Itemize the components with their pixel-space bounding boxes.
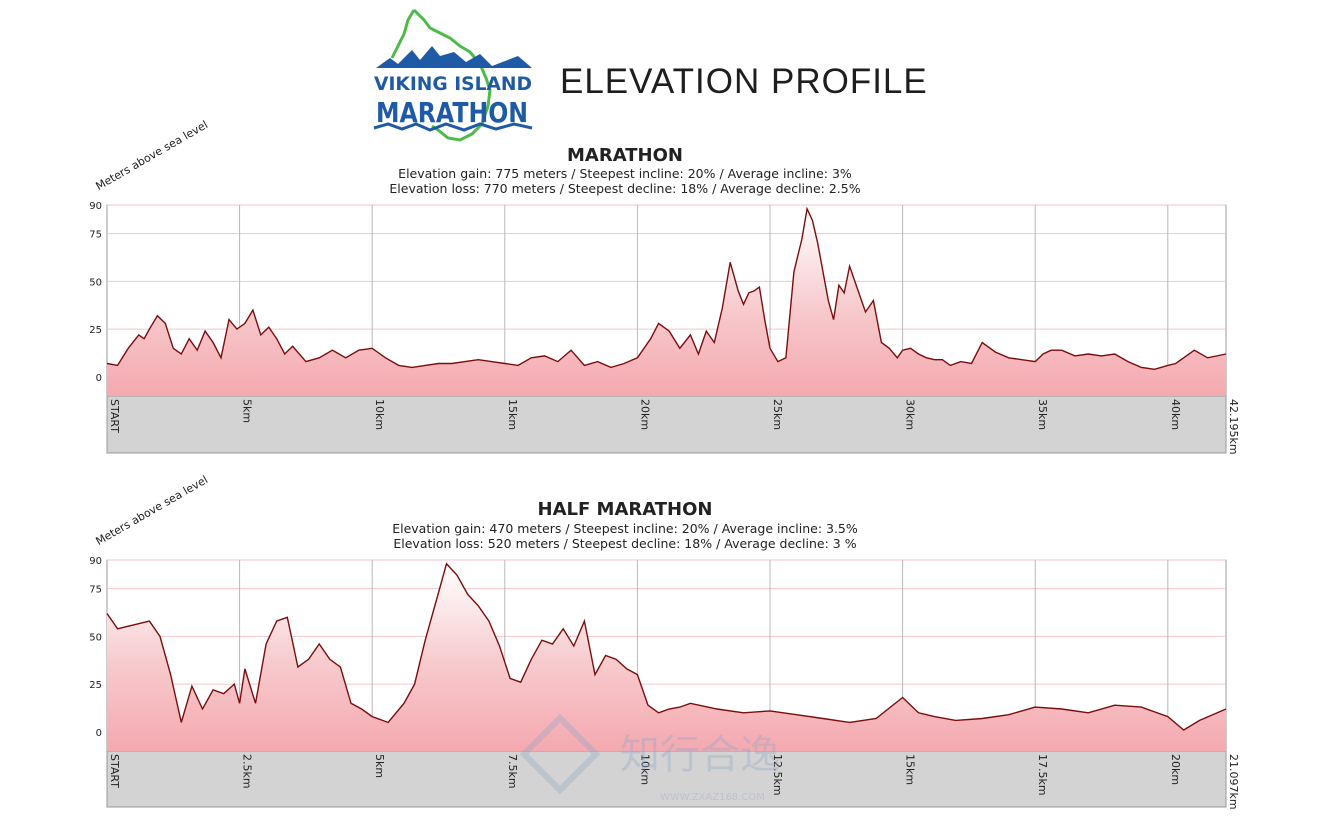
x-tick-label: 20km xyxy=(638,399,651,430)
elevation-area xyxy=(107,563,1226,751)
x-tick-label: 15km xyxy=(506,399,519,430)
y-tick-label: 0 xyxy=(96,728,102,739)
chart-gain-line: Elevation gain: 775 meters / Steepest in… xyxy=(398,166,852,181)
x-tick-label: 15km xyxy=(904,754,917,785)
x-tick-label: START xyxy=(108,754,121,788)
y-tick-label: 50 xyxy=(89,277,102,288)
x-tick-label: 5km xyxy=(241,399,254,423)
y-tick-label: 90 xyxy=(89,556,102,567)
elevation-area xyxy=(107,208,1226,396)
viking-island-marathon-logo: VIKING ISLAND MARATHON xyxy=(373,8,533,142)
chart-loss-line: Elevation loss: 770 meters / Steepest de… xyxy=(389,181,861,196)
elevation-line xyxy=(106,562,1227,731)
x-tick-label: 12.5km xyxy=(771,754,784,796)
logo-line2: MARATHON xyxy=(376,96,528,129)
logo-line1: VIKING ISLAND xyxy=(374,73,532,95)
island-outline-icon xyxy=(412,8,492,142)
y-tick-label: 50 xyxy=(89,632,102,643)
y-tick-label: 0 xyxy=(96,373,102,384)
y-tick-label: 75 xyxy=(89,230,102,241)
marathon-chart: MARATHON Elevation gain: 775 meters / St… xyxy=(89,118,1240,455)
mountains-icon xyxy=(376,46,532,68)
y-tick-label: 90 xyxy=(89,201,102,212)
y-tick-label: 75 xyxy=(89,585,102,596)
x-tick-label: START xyxy=(108,399,121,433)
y-tick-label: 25 xyxy=(89,325,102,336)
x-tick-label: 10km xyxy=(638,754,651,785)
x-tick-label: 35km xyxy=(1036,399,1049,430)
x-tick-label: 17.5km xyxy=(1036,754,1049,796)
x-axis-band xyxy=(106,750,1227,808)
y-tick-label: 25 xyxy=(89,680,102,691)
marathon-plot: 0 25 50 75 90 START 5km 10km 15km 20km 25km 30km 35k… xyxy=(89,201,1240,455)
x-tick-label: 20km xyxy=(1169,754,1182,785)
x-tick-label: 7.5km xyxy=(506,754,519,789)
x-tick-label: 5km xyxy=(373,754,386,778)
x-tick-label: 40km xyxy=(1169,399,1182,430)
x-tick-label: 30km xyxy=(904,399,917,430)
page-title: ELEVATION PROFILE xyxy=(560,62,928,101)
x-tick-label: 2.5km xyxy=(241,754,254,789)
x-tick-label: 21.097km xyxy=(1227,754,1240,810)
elevation-line xyxy=(106,206,1227,371)
chart-gain-line: Elevation gain: 470 meters / Steepest in… xyxy=(392,521,858,536)
x-tick-label: 25km xyxy=(771,399,784,430)
chart-loss-line: Elevation loss: 520 meters / Steepest de… xyxy=(393,536,857,551)
x-tick-label: 42.195km xyxy=(1227,399,1240,455)
chart-title: HALF MARATHON xyxy=(537,499,713,520)
chart-title: MARATHON xyxy=(567,145,683,166)
x-tick-label: 10km xyxy=(373,399,386,430)
